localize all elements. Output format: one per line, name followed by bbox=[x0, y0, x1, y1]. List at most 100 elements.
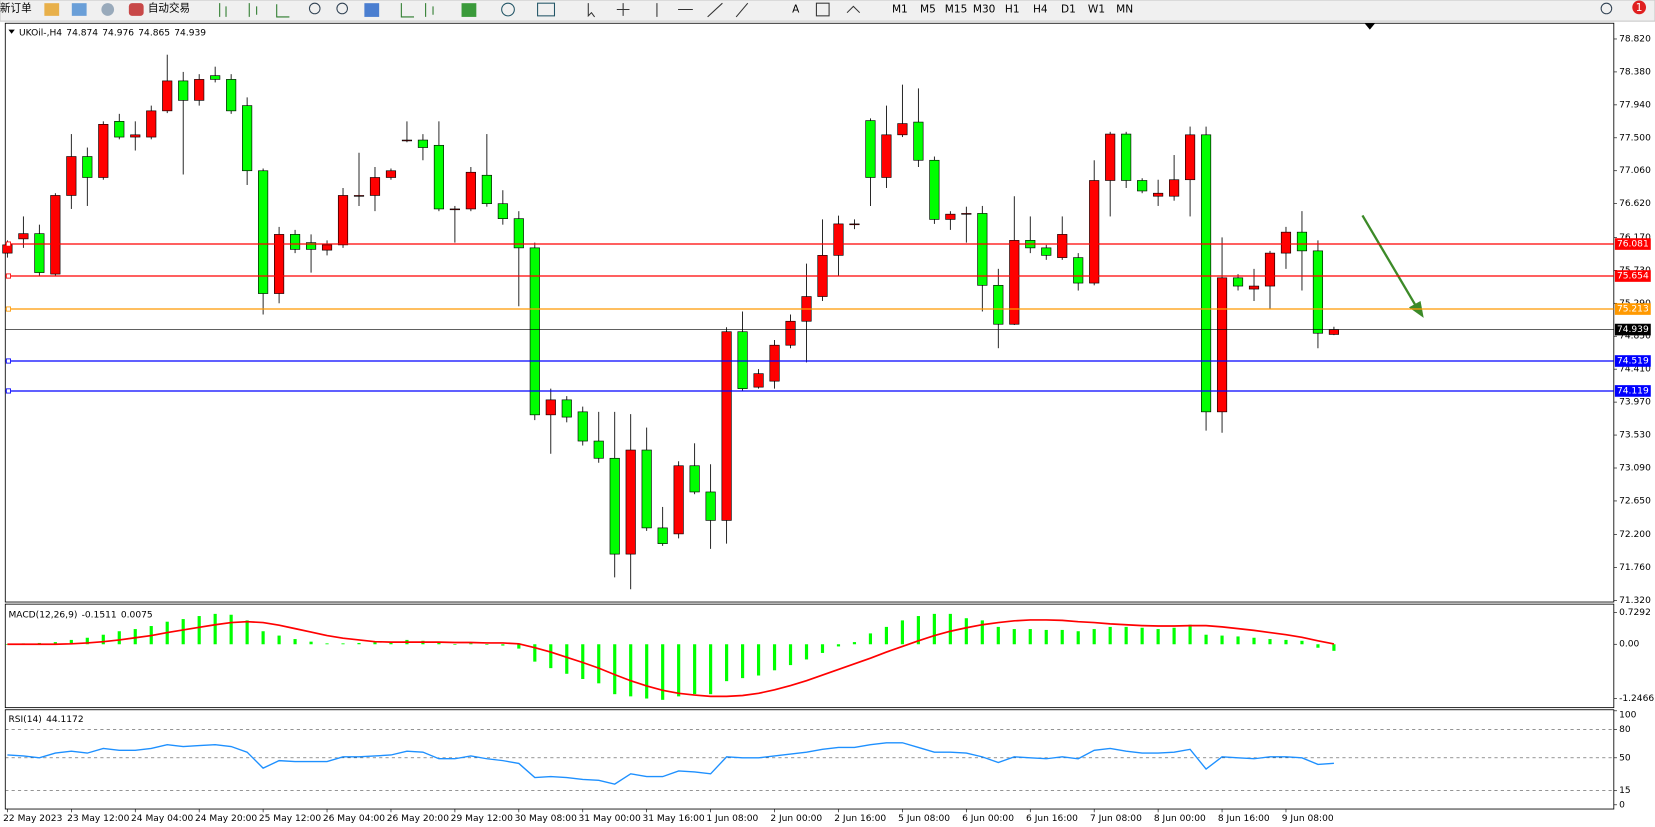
timeframe-button[interactable]: M30 bbox=[973, 4, 996, 16]
level-label-bg bbox=[1614, 385, 1651, 397]
candle-body bbox=[1216, 277, 1228, 413]
candle-body bbox=[210, 75, 221, 80]
icon[interactable] bbox=[44, 3, 60, 16]
candle-body bbox=[258, 170, 269, 294]
candle-body bbox=[961, 213, 972, 215]
search-icon[interactable] bbox=[1600, 2, 1613, 15]
x-tick-label: 31 May 16:00 bbox=[642, 814, 704, 824]
x-tick-label: 25 May 12:00 bbox=[259, 814, 321, 824]
icons[interactable] bbox=[400, 3, 434, 18]
y-tick-label: -1.2466 bbox=[1619, 694, 1654, 704]
macd-bar bbox=[453, 644, 457, 645]
candle-body bbox=[1121, 133, 1132, 181]
macd-bar bbox=[1188, 624, 1192, 645]
label-tool[interactable] bbox=[815, 2, 830, 17]
toolbar-bg bbox=[0, 0, 1655, 22]
macd-bar bbox=[1092, 629, 1096, 645]
macd-bar bbox=[85, 637, 89, 645]
toolbar: 新订单 自动交易 A M1 M5 M15 M30 H1 H4 D1 W1 MN 1 bbox=[0, 0, 1655, 22]
candle-body bbox=[1009, 240, 1020, 325]
y-tick-label: 100 bbox=[1619, 711, 1637, 721]
candle-body bbox=[849, 223, 860, 226]
candle-body bbox=[401, 139, 413, 142]
tile-icon[interactable] bbox=[364, 3, 380, 17]
icon[interactable] bbox=[101, 3, 115, 16]
candle-body bbox=[18, 233, 29, 240]
chart-shift-marker[interactable] bbox=[1364, 23, 1376, 30]
rsi-line bbox=[7, 742, 1334, 785]
drawing-tools[interactable] bbox=[587, 2, 749, 18]
candle-body bbox=[977, 213, 988, 286]
new-order-button[interactable]: 新订单 bbox=[0, 1, 32, 14]
notification-badge[interactable] bbox=[1632, 0, 1647, 15]
bid-label: 74.939 bbox=[1617, 325, 1649, 335]
macd-bar bbox=[645, 644, 649, 699]
macd-bar bbox=[1220, 635, 1224, 645]
macd-bar bbox=[884, 626, 889, 645]
candle-body bbox=[753, 373, 764, 388]
x-tick-label: 23 May 12:00 bbox=[67, 814, 129, 824]
candle-body bbox=[481, 174, 492, 205]
arrow-tool[interactable] bbox=[846, 5, 861, 14]
timeframe-button[interactable]: D1 bbox=[1061, 4, 1076, 16]
zoom-out[interactable] bbox=[336, 2, 349, 15]
macd-bar bbox=[1124, 626, 1128, 645]
y-tick-label: 77.940 bbox=[1619, 100, 1651, 110]
macd-bar bbox=[916, 616, 920, 645]
candle-body bbox=[98, 124, 109, 178]
macd-bar bbox=[325, 643, 329, 645]
candle-body bbox=[1057, 234, 1068, 258]
x-tick-label: 2 Jun 00:00 bbox=[770, 814, 822, 824]
candle-body bbox=[1073, 257, 1084, 284]
bid-label-bg bbox=[1614, 323, 1651, 336]
macd-bar bbox=[1236, 636, 1240, 645]
candle-body bbox=[1232, 277, 1244, 287]
periods-icon[interactable] bbox=[501, 2, 515, 17]
autotrading-button[interactable]: 自动交易 bbox=[148, 1, 190, 14]
x-tick-label: 6 Jun 16:00 bbox=[1026, 814, 1078, 824]
x-tick-label: 29 May 12:00 bbox=[451, 814, 513, 824]
macd-bar bbox=[133, 629, 137, 645]
ohlc-open: 74.874 bbox=[66, 28, 98, 38]
y-tick-label: 73.970 bbox=[1619, 398, 1651, 408]
text-tool[interactable]: A bbox=[792, 4, 800, 16]
macd-bar bbox=[756, 644, 761, 676]
macd-bar bbox=[565, 644, 569, 674]
macd-bar bbox=[69, 639, 73, 645]
indicator-value: 44.1172 bbox=[46, 715, 84, 725]
timeframe-button[interactable]: M15 bbox=[945, 4, 968, 16]
y-tick-label: 0.7292 bbox=[1619, 608, 1651, 618]
autotrading-icon[interactable] bbox=[128, 3, 144, 16]
icon[interactable] bbox=[71, 3, 87, 16]
candle-body bbox=[305, 242, 317, 250]
timeframe-button[interactable]: H1 bbox=[1005, 4, 1020, 16]
level-label: 75.213 bbox=[1617, 305, 1649, 315]
x-tick-label: 7 Jun 08:00 bbox=[1090, 814, 1142, 824]
indicators-icon[interactable] bbox=[461, 3, 477, 17]
chart-type-icons[interactable] bbox=[219, 3, 290, 18]
y-tick-label: 50 bbox=[1619, 753, 1631, 763]
timeframe-button[interactable]: M5 bbox=[920, 4, 936, 16]
macd-bar bbox=[197, 616, 201, 645]
candle-body bbox=[609, 457, 620, 555]
macd-bar bbox=[1012, 629, 1016, 645]
timeframe-button[interactable]: W1 bbox=[1088, 4, 1105, 16]
candle-body bbox=[1041, 247, 1052, 256]
timeframe-button[interactable]: H4 bbox=[1033, 4, 1048, 16]
timeframe-button[interactable]: MN bbox=[1116, 4, 1133, 16]
templates-icon[interactable] bbox=[537, 2, 556, 17]
y-tick-label: 0 bbox=[1619, 800, 1625, 810]
chart-header: UKOil-,H4 74.874 74.976 74.865 74.939 bbox=[19, 28, 206, 38]
macd-bar bbox=[932, 613, 936, 645]
macd-bar bbox=[597, 644, 601, 684]
level-label: 76.081 bbox=[1617, 240, 1649, 250]
timeframe-button[interactable]: M1 bbox=[892, 4, 908, 16]
header-triangle bbox=[8, 29, 15, 34]
y-tick-label: 72.650 bbox=[1619, 496, 1651, 506]
zoom-in[interactable] bbox=[308, 2, 321, 15]
macd-bar bbox=[1284, 639, 1288, 645]
macd-bar bbox=[245, 620, 249, 645]
macd-bar bbox=[1204, 634, 1208, 645]
candle-body bbox=[66, 156, 77, 196]
macd-bar bbox=[357, 642, 361, 645]
